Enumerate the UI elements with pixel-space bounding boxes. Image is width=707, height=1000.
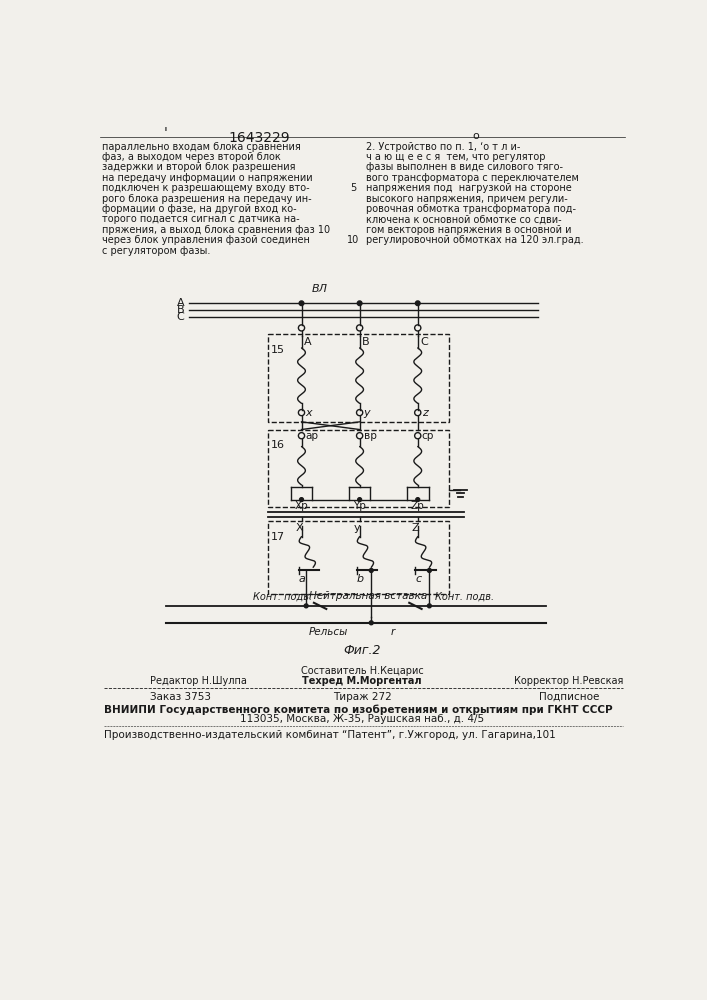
Text: Тираж 272: Тираж 272 — [332, 692, 392, 702]
Text: x: x — [305, 408, 312, 418]
Text: высокого напряжения, причем регули-: высокого напряжения, причем регули- — [366, 194, 568, 204]
Bar — [268, 334, 449, 422]
Text: B: B — [177, 305, 185, 315]
Text: z: z — [421, 408, 428, 418]
Text: параллельно входам блока сравнения: параллельно входам блока сравнения — [103, 142, 308, 152]
Text: ': ' — [164, 126, 168, 140]
Text: 1643229: 1643229 — [228, 131, 290, 145]
Text: 113035, Москва, Ж-35, Раушская наб., д. 4/5: 113035, Москва, Ж-35, Раушская наб., д. … — [240, 714, 484, 724]
Bar — [268, 430, 449, 507]
Text: Фиг.2: Фиг.2 — [343, 644, 380, 657]
Text: фаз, а выходом через второй блок: фаз, а выходом через второй блок — [103, 152, 281, 162]
Text: A: A — [304, 337, 312, 347]
Text: ключена к основной обмотке со сдви-: ключена к основной обмотке со сдви- — [366, 214, 561, 224]
Text: формации о фазе, на другой вход ко-: формации о фазе, на другой вход ко- — [103, 204, 297, 214]
Text: о: о — [472, 131, 479, 141]
Text: Техред М.Моргентал: Техред М.Моргентал — [302, 676, 422, 686]
Circle shape — [369, 569, 373, 572]
Text: Корректор Н.Ревская: Корректор Н.Ревская — [514, 676, 624, 686]
Text: Конт. подв.: Конт. подв. — [435, 591, 493, 601]
Text: пряжения, а выход блока сравнения фаз 10: пряжения, а выход блока сравнения фаз 10 — [103, 225, 330, 235]
Bar — [268, 521, 449, 594]
Circle shape — [300, 498, 303, 502]
Text: Z: Z — [411, 523, 419, 533]
Text: 2. Устройство по п. 1, ‘о т л и-: 2. Устройство по п. 1, ‘о т л и- — [366, 142, 520, 152]
Circle shape — [299, 301, 304, 306]
Text: ровочная обмотка трансформатора под-: ровочная обмотка трансформатора под- — [366, 204, 575, 214]
Text: C: C — [420, 337, 428, 347]
Text: ср: ср — [421, 431, 434, 441]
Text: Составитель Н.Кецарис: Составитель Н.Кецарис — [300, 666, 423, 676]
Text: a: a — [299, 574, 305, 584]
Text: ар: ар — [305, 431, 318, 441]
Text: торого подается сигнал с датчика на-: торого подается сигнал с датчика на- — [103, 214, 300, 224]
Text: рого блока разрешения на передачу ин-: рого блока разрешения на передачу ин- — [103, 194, 312, 204]
Text: с регулятором фазы.: с регулятором фазы. — [103, 246, 211, 256]
Text: c: c — [416, 574, 421, 584]
Text: Нейтральная вставка: Нейтральная вставка — [309, 591, 427, 601]
Text: ч а ю щ е е с я  тем, что регулятор: ч а ю щ е е с я тем, что регулятор — [366, 152, 545, 162]
Text: Редактор Н.Шулпа: Редактор Н.Шулпа — [151, 676, 247, 686]
Text: Xр: Xр — [295, 501, 308, 511]
Text: 15: 15 — [271, 345, 286, 355]
Text: подключен к разрешающему входу вто-: подключен к разрешающему входу вто- — [103, 183, 310, 193]
Text: y: y — [363, 408, 370, 418]
Text: ВНИИПИ Государственного комитета по изобретениям и открытиям при ГКНТ СССР: ВНИИПИ Государственного комитета по изоб… — [104, 704, 620, 715]
Text: напряжения под  нагрузкой на стороне: напряжения под нагрузкой на стороне — [366, 183, 571, 193]
Text: вр: вр — [363, 431, 376, 441]
Text: b: b — [357, 574, 364, 584]
Text: Конт. подв.: Конт. подв. — [253, 591, 312, 601]
Circle shape — [428, 604, 431, 608]
Text: вого трансформатора с переключателем: вого трансформатора с переключателем — [366, 173, 579, 183]
Text: r: r — [391, 627, 395, 637]
Text: фазы выполнен в виде силового тяго-: фазы выполнен в виде силового тяго- — [366, 162, 563, 172]
Text: X: X — [296, 523, 303, 533]
Text: задержки и второй блок разрешения: задержки и второй блок разрешения — [103, 162, 296, 172]
Circle shape — [428, 569, 431, 572]
Circle shape — [369, 621, 373, 625]
Text: 10: 10 — [347, 235, 360, 245]
Text: Рельсы: Рельсы — [309, 627, 349, 637]
Text: Подписное: Подписное — [539, 692, 599, 702]
Circle shape — [416, 498, 420, 502]
Text: Zр: Zр — [411, 501, 425, 511]
Circle shape — [304, 604, 308, 608]
Circle shape — [416, 301, 420, 306]
Text: Yр: Yр — [354, 501, 366, 511]
Text: гом векторов напряжения в основной и: гом векторов напряжения в основной и — [366, 225, 571, 235]
Text: 17: 17 — [271, 532, 286, 542]
Text: Производственно-издательский комбинат “Патент”, г.Ужгород, ул. Гагарина,101: Производственно-издательский комбинат “П… — [104, 730, 556, 740]
Circle shape — [358, 498, 361, 502]
Text: C: C — [177, 312, 185, 322]
Text: 16: 16 — [271, 440, 286, 450]
Text: на передачу информации о напряжении: на передачу информации о напряжении — [103, 173, 313, 183]
Text: ВЛ: ВЛ — [311, 284, 327, 294]
Text: y: y — [354, 523, 361, 533]
Text: через блок управления фазой соединен: через блок управления фазой соединен — [103, 235, 310, 245]
Text: Заказ 3753: Заказ 3753 — [151, 692, 211, 702]
Text: B: B — [362, 337, 370, 347]
Circle shape — [357, 301, 362, 306]
Text: 5: 5 — [350, 183, 356, 193]
Text: регулировочной обмотках на 120 эл.град.: регулировочной обмотках на 120 эл.град. — [366, 235, 583, 245]
Text: A: A — [177, 298, 185, 308]
